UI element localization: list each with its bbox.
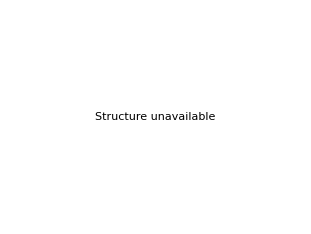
Text: Structure unavailable: Structure unavailable [95,112,216,122]
